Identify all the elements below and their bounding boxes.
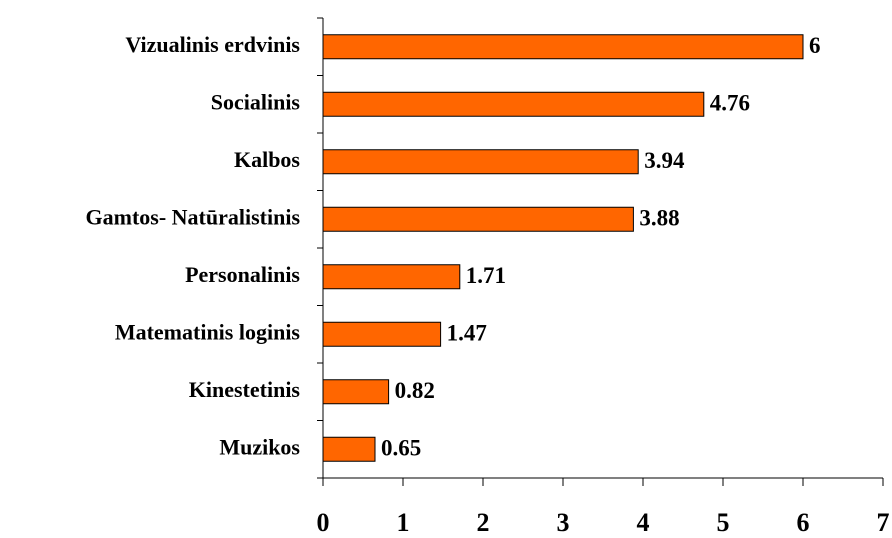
x-tick-label: 7	[877, 508, 890, 537]
value-label: 1.47	[447, 321, 487, 346]
bar	[322, 379, 390, 405]
value-label: 0.65	[381, 436, 421, 461]
y-tick-label: Kalbos	[234, 147, 300, 172]
y-tick-label: Matematinis loginis	[115, 319, 301, 344]
value-label: 3.94	[644, 148, 685, 173]
y-tick-label: Muzikos	[219, 434, 300, 459]
x-tick-label: 0	[317, 508, 330, 537]
bar	[322, 436, 376, 462]
bar	[322, 206, 634, 232]
bar	[322, 149, 639, 175]
y-tick-label: Kinestetinis	[189, 377, 301, 402]
value-label: 6	[809, 33, 821, 58]
bar	[322, 34, 804, 60]
x-tick-label: 2	[477, 508, 490, 537]
x-tick-label: 1	[397, 508, 410, 537]
x-tick-label: 6	[797, 508, 810, 537]
y-tick-label: Personalinis	[185, 262, 300, 287]
bar	[322, 91, 705, 117]
value-label: 0.82	[395, 378, 435, 403]
value-label: 4.76	[710, 91, 750, 116]
y-tick-label: Socialinis	[211, 89, 301, 114]
x-tick-label: 3	[557, 508, 570, 537]
value-label: 1.71	[466, 263, 506, 288]
y-tick-label: Vizualinis erdvinis	[125, 32, 300, 57]
bar	[322, 264, 461, 290]
y-tick-label: Gamtos- Natūralistinis	[86, 204, 301, 229]
bar	[322, 321, 442, 347]
value-label: 3.88	[639, 206, 679, 231]
x-tick-label: 4	[637, 508, 650, 537]
x-tick-label: 5	[717, 508, 730, 537]
